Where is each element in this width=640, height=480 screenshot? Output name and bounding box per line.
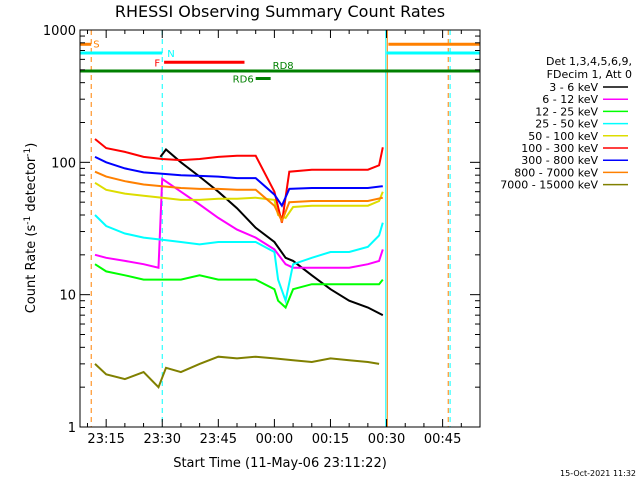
- x-tick-label-1: 23:30: [144, 432, 181, 447]
- flag-label-f: F: [154, 58, 160, 69]
- legend-label-4: 50 - 100 keV: [528, 130, 598, 143]
- y-axis-label: Count Rate (s-1 detector-1): [23, 143, 39, 314]
- legend-label-0: 3 - 6 keV: [549, 81, 598, 94]
- series-line-0: [159, 148, 384, 317]
- legend-label-2: 12 - 25 keV: [535, 105, 598, 118]
- x-axis-ticks: 23:15 23:30 23:45 00:00 00:15 00:30 00:45: [86, 30, 462, 447]
- legend-label-1: 6 - 12 keV: [542, 93, 598, 106]
- flag-bars: [80, 42, 480, 81]
- x-tick-label-3: 00:00: [256, 432, 293, 447]
- y-axis-ticks: 1 10 100 1000: [43, 24, 480, 436]
- x-axis-label: Start Time (11-May-06 23:11:22): [173, 456, 387, 471]
- x-tick-label-0: 23:15: [87, 432, 124, 447]
- flag-label-rd8: RD8: [273, 61, 294, 72]
- series-line-8: [94, 355, 380, 390]
- series-line-1: [94, 177, 384, 269]
- flag-label-n: N: [167, 49, 174, 60]
- legend-label-5: 100 - 300 keV: [521, 142, 598, 155]
- x-tick-label-6: 00:45: [424, 432, 461, 447]
- flag-labels: S NF RD8 RD6: [93, 39, 293, 85]
- legend-header-2: FDecim 1, Att 0: [547, 68, 632, 81]
- chart-title: RHESSI Observing Summary Count Rates: [115, 2, 445, 21]
- x-tick-label-5: 00:30: [368, 432, 405, 447]
- series-line-7: [94, 170, 384, 224]
- y-tick-label-0: 1: [68, 421, 76, 436]
- flag-label-s: S: [93, 39, 99, 50]
- y-tick-label-2: 100: [51, 156, 76, 171]
- y-tick-label-1: 10: [59, 289, 76, 304]
- legend-label-7: 800 - 7000 keV: [514, 166, 598, 179]
- legend-label-8: 7000 - 15000 keV: [500, 179, 598, 192]
- plot-frame: [79, 29, 481, 428]
- vertical-markers: [80, 30, 451, 427]
- legend-label-6: 300 - 800 keV: [521, 154, 598, 167]
- timestamp: 15-Oct-2021 11:32: [560, 469, 636, 478]
- legend-label-3: 25 - 50 keV: [535, 118, 598, 131]
- x-tick-label-4: 00:15: [312, 432, 349, 447]
- series-line-5: [94, 138, 384, 223]
- y-tick-label-3: 1000: [43, 24, 76, 39]
- series-lines: [94, 138, 384, 390]
- series-line-3: [94, 214, 384, 305]
- series-line-2: [94, 263, 384, 310]
- flag-label-rd6: RD6: [233, 75, 254, 86]
- series-line-6: [94, 155, 383, 208]
- legend-header-1: Det 1,3,4,5,6,9,: [546, 55, 632, 68]
- x-tick-label-2: 23:45: [200, 432, 237, 447]
